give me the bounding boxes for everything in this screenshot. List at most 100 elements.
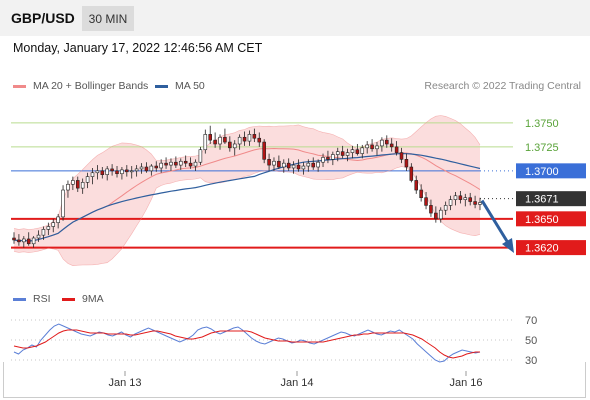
candle-body-up bbox=[31, 237, 36, 245]
candle-body-up bbox=[438, 209, 443, 220]
level-tag-support bbox=[516, 211, 586, 227]
candle-body-up bbox=[478, 202, 482, 205]
candle-body-down bbox=[26, 238, 31, 245]
candle-body-up bbox=[129, 170, 134, 173]
rsi-tick-label: 50 bbox=[525, 335, 537, 347]
candle-body-up bbox=[80, 182, 85, 189]
rsi-swatch bbox=[13, 297, 26, 301]
candle-body-down bbox=[468, 197, 472, 202]
candle-body-up bbox=[198, 149, 203, 163]
x-tick-label: Jan 16 bbox=[449, 377, 482, 389]
candle-body-down bbox=[183, 160, 188, 164]
candle-body-down bbox=[252, 134, 257, 139]
9ma-swatch bbox=[62, 297, 75, 301]
currency-pair-title: GBP/USD bbox=[11, 10, 75, 26]
candle-body-down bbox=[296, 164, 301, 170]
candle-body-down bbox=[326, 157, 330, 160]
level-tag-support bbox=[516, 240, 586, 256]
candle-body-down bbox=[17, 239, 21, 243]
candle-body-up bbox=[365, 144, 369, 149]
candle-body-down bbox=[110, 168, 114, 172]
candle-body-down bbox=[414, 180, 419, 191]
rsi-tick-label: 30 bbox=[525, 355, 537, 367]
candle-body-up bbox=[46, 226, 51, 230]
candle-body-down bbox=[370, 144, 374, 150]
candle-body-down bbox=[399, 152, 404, 160]
candle-body-down bbox=[458, 195, 463, 200]
candle-body-down bbox=[257, 137, 262, 143]
candle-body-up bbox=[134, 168, 139, 172]
candle-body-up bbox=[360, 147, 365, 154]
level-label-resistance: 1.3750 bbox=[525, 118, 559, 130]
candle-body-up bbox=[375, 145, 379, 150]
candle-body-down bbox=[213, 139, 217, 145]
level-tag-last bbox=[516, 191, 586, 207]
candle-body-up bbox=[66, 183, 70, 191]
candle-body-up bbox=[149, 165, 154, 172]
legend-bollinger: MA 20 + Bollinger Bands bbox=[13, 80, 148, 92]
level-label-pivot: 1.3700 bbox=[525, 166, 559, 178]
candle-body-up bbox=[272, 160, 276, 166]
candle-body-up bbox=[247, 134, 252, 142]
legend-ma50: MA 50 bbox=[155, 80, 205, 92]
candle-body-down bbox=[100, 170, 105, 175]
candle-body-up bbox=[85, 176, 90, 183]
candle-body-up bbox=[56, 216, 60, 223]
candle-body-down bbox=[424, 197, 428, 206]
candle-body-down bbox=[144, 166, 149, 172]
candle-body-up bbox=[350, 149, 355, 153]
timeframe-button[interactable]: 30 MIN bbox=[82, 6, 134, 31]
candle-body-up bbox=[335, 151, 340, 155]
candle-body-up bbox=[463, 197, 468, 200]
candle-body-up bbox=[291, 164, 296, 169]
candle-body-up bbox=[306, 162, 311, 167]
candle-body-down bbox=[340, 151, 345, 156]
candle-body-up bbox=[448, 199, 453, 206]
credit-text: Research © 2022 Trading Central bbox=[424, 80, 581, 92]
candle-body-down bbox=[419, 189, 423, 199]
candle-body-up bbox=[41, 229, 46, 236]
candle-body-down bbox=[473, 201, 477, 205]
candle-body-up bbox=[193, 161, 198, 167]
candle-body-down bbox=[404, 159, 409, 168]
candle-body-up bbox=[301, 165, 306, 170]
candle-body-up bbox=[380, 139, 384, 147]
candle-body-down bbox=[394, 146, 399, 153]
candle-body-down bbox=[429, 205, 433, 214]
candle-body-down bbox=[267, 159, 271, 166]
candle-body-up bbox=[316, 161, 320, 168]
candle-body-down bbox=[188, 162, 193, 167]
candle-body-up bbox=[169, 161, 173, 166]
candle-body-down bbox=[242, 136, 247, 142]
candle-body-down bbox=[164, 162, 168, 166]
x-tick-label: Jan 14 bbox=[280, 377, 313, 389]
candle-body-up bbox=[179, 160, 183, 166]
level-tag-pivot bbox=[516, 163, 586, 179]
forecast-arrow-shaft bbox=[480, 199, 510, 244]
candle-body-up bbox=[203, 134, 208, 151]
bollinger-swatch bbox=[13, 84, 26, 88]
candle-body-down bbox=[125, 169, 129, 173]
candle-body-down bbox=[262, 141, 266, 160]
candle-body-up bbox=[120, 169, 124, 175]
bollinger-band-area bbox=[14, 115, 480, 266]
legend-rsi-label: RSI bbox=[33, 293, 51, 305]
candle-body-down bbox=[208, 134, 212, 141]
candle-body-up bbox=[51, 222, 56, 227]
level-label-resistance: 1.3725 bbox=[525, 142, 559, 154]
candle-body-down bbox=[409, 166, 414, 181]
level-label-last: 1.3671 bbox=[525, 194, 559, 206]
candle-body-down bbox=[389, 143, 394, 148]
candle-body-down bbox=[154, 165, 159, 169]
legend-9ma: 9MA bbox=[62, 293, 104, 305]
candle-body-down bbox=[311, 162, 315, 168]
header-bar: GBP/USD 30 MIN bbox=[0, 0, 590, 36]
level-label-support: 1.3650 bbox=[525, 214, 559, 226]
candle-body-down bbox=[12, 237, 16, 241]
rsi-9ma-line bbox=[13, 329, 480, 359]
x-tick-label: Jan 13 bbox=[108, 377, 141, 389]
candle-body-down bbox=[277, 160, 281, 168]
candle-body-up bbox=[159, 162, 163, 169]
candle-body-up bbox=[331, 154, 335, 160]
forecast-arrow-head bbox=[502, 238, 514, 253]
